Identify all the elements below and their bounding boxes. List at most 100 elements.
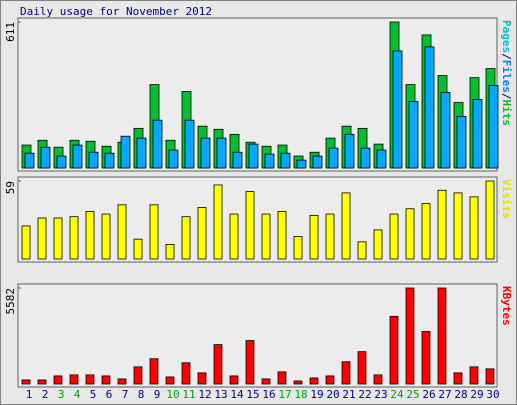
bar [101,375,111,385]
y-tick-label: 5582 [4,288,17,315]
x-tick-label: 13 [214,388,227,401]
bar [421,203,431,260]
bar [405,208,415,260]
bar [488,85,499,169]
bar [136,137,147,169]
legend-text: KBytes [500,286,513,326]
bar [296,159,307,169]
bar [69,374,79,385]
bar [101,213,111,260]
x-tick-label: 20 [326,388,339,401]
bar [213,344,223,385]
x-tick-label: 8 [138,388,145,401]
x-tick-label: 18 [294,388,307,401]
bar [117,204,127,260]
bar [405,287,415,385]
bar [469,196,479,260]
bar [197,207,207,260]
legend-text: Visits [500,179,513,219]
bar [200,137,211,169]
y-tick-label: 59 [4,181,17,194]
bar [197,372,207,385]
x-tick-label: 2 [42,388,49,401]
bar [456,115,467,169]
bar [72,144,83,169]
bar [344,133,355,169]
bar [472,99,483,169]
bar [424,46,435,169]
bar [24,152,35,169]
bar [229,375,239,385]
x-tick-label: 6 [106,388,113,401]
bar [85,211,95,260]
bar [117,378,127,385]
x-tick-label: 17 [278,388,291,401]
bar [485,180,495,260]
x-tick-label: 22 [358,388,371,401]
x-tick-label: 30 [486,388,499,401]
bar [389,315,399,385]
bar [53,375,63,385]
bar [312,155,323,169]
bar [437,189,447,260]
x-tick-label: 3 [58,388,65,401]
x-tick-label: 28 [454,388,467,401]
bar [133,238,143,260]
bar [440,92,451,169]
panel [17,176,498,263]
x-tick-label: 5 [90,388,97,401]
bar [357,351,367,385]
bar [309,214,319,260]
x-tick-label: 19 [310,388,323,401]
bar [53,217,63,260]
x-tick-label: 7 [122,388,129,401]
bar [37,217,47,260]
y-tick-label: 611 [4,22,17,42]
bar [264,153,275,169]
bar [392,50,403,169]
bar [389,213,399,260]
bar [309,377,319,385]
x-tick-label: 24 [390,388,404,401]
bar [328,147,339,169]
bar [341,361,351,385]
bar [229,213,239,260]
x-tick-label: 14 [230,388,244,401]
bar [453,372,463,385]
legend-text: Pages [500,20,513,53]
panel [17,283,498,388]
bar [104,152,115,169]
legend-text: / [500,53,513,60]
x-tick-label: 23 [374,388,387,401]
legend-text: / [500,93,513,100]
bar [56,155,67,169]
bar [165,376,175,385]
bar [181,216,191,260]
bar [165,244,175,260]
panel-label: Pages/Files/Hits [500,20,513,126]
bar [421,331,431,385]
bar [261,213,271,260]
bar [85,374,95,385]
bar [184,119,195,169]
bar [88,151,99,169]
bar [277,371,287,385]
bar [245,191,255,260]
bar [216,137,227,169]
x-tick-label: 11 [182,388,195,401]
bar [485,368,495,385]
legend-text: Hits [500,100,513,127]
bar [373,229,383,260]
bar [149,204,159,260]
x-tick-label: 27 [438,388,451,401]
bar [149,358,159,385]
panel-label: KBytes [500,286,513,326]
bar [360,147,371,169]
bar [213,184,223,260]
bar [248,143,259,169]
bar [373,374,383,385]
x-tick-label: 21 [342,388,355,401]
bar [277,211,287,260]
x-tick-label: 10 [166,388,179,401]
